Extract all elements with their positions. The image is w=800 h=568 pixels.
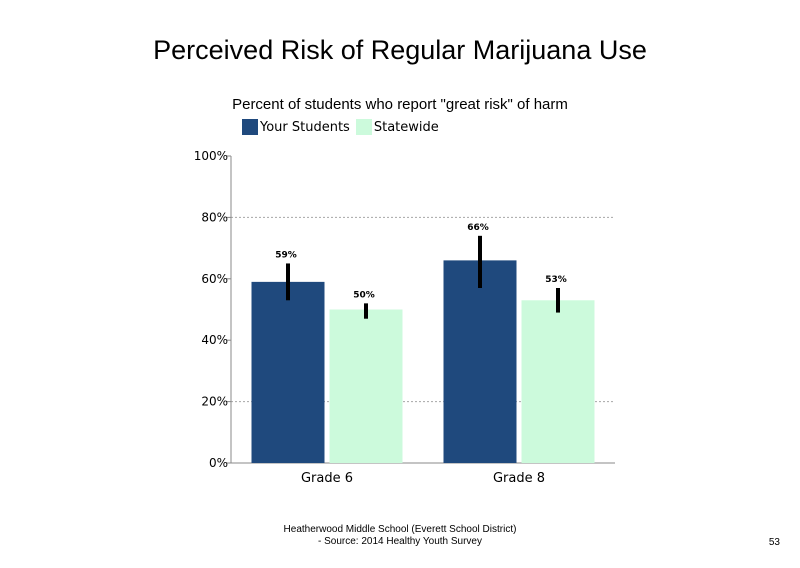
legend-item-statewide: Statewide bbox=[355, 119, 439, 135]
y-tick-label: 20% bbox=[201, 395, 228, 409]
y-tick-label: 60% bbox=[201, 272, 228, 286]
bar-statewide-grade-8 bbox=[521, 300, 595, 463]
footer-school: Heatherwood Middle School (Everett Schoo… bbox=[283, 524, 517, 535]
data-label-statewide-grade-6: 50% bbox=[353, 290, 375, 300]
chart-title-text: Perceived Risk of Regular Marijuana Use bbox=[153, 35, 647, 65]
slide-number: 53 bbox=[768, 537, 780, 548]
chart-legend: Your Students Statewide bbox=[242, 118, 445, 136]
legend-swatch-your-students bbox=[242, 119, 258, 135]
legend-item-your-students: Your Students bbox=[242, 119, 350, 135]
data-label-your-students-grade-6: 59% bbox=[275, 250, 297, 260]
bar-statewide-grade-6 bbox=[329, 309, 403, 463]
chart-title: Perceived Risk of Regular Marijuana Use bbox=[150, 36, 650, 64]
legend-label-statewide: Statewide bbox=[373, 119, 439, 135]
y-tick-label: 80% bbox=[201, 210, 228, 224]
y-tick-label: 0% bbox=[209, 456, 228, 470]
x-category-label: Grade 8 bbox=[493, 471, 545, 486]
legend-label-your-students: Your Students bbox=[260, 119, 350, 135]
y-tick-label: 100% bbox=[194, 149, 228, 163]
legend-swatch-statewide bbox=[355, 119, 372, 135]
data-label-your-students-grade-8: 66% bbox=[467, 223, 489, 233]
data-label-statewide-grade-8: 53% bbox=[545, 275, 567, 285]
bar-your-students-grade-6 bbox=[251, 281, 325, 463]
x-category-label: Grade 6 bbox=[301, 471, 353, 486]
footer-survey-source: - Source: 2014 Healthy Youth Survey bbox=[318, 536, 482, 547]
bar-your-students-grade-8 bbox=[443, 260, 517, 463]
chart-subtitle: Percent of students who report "great ri… bbox=[232, 96, 568, 113]
y-tick-label: 40% bbox=[201, 333, 228, 347]
footer-source: Heatherwood Middle School (Everett Schoo… bbox=[200, 524, 600, 548]
